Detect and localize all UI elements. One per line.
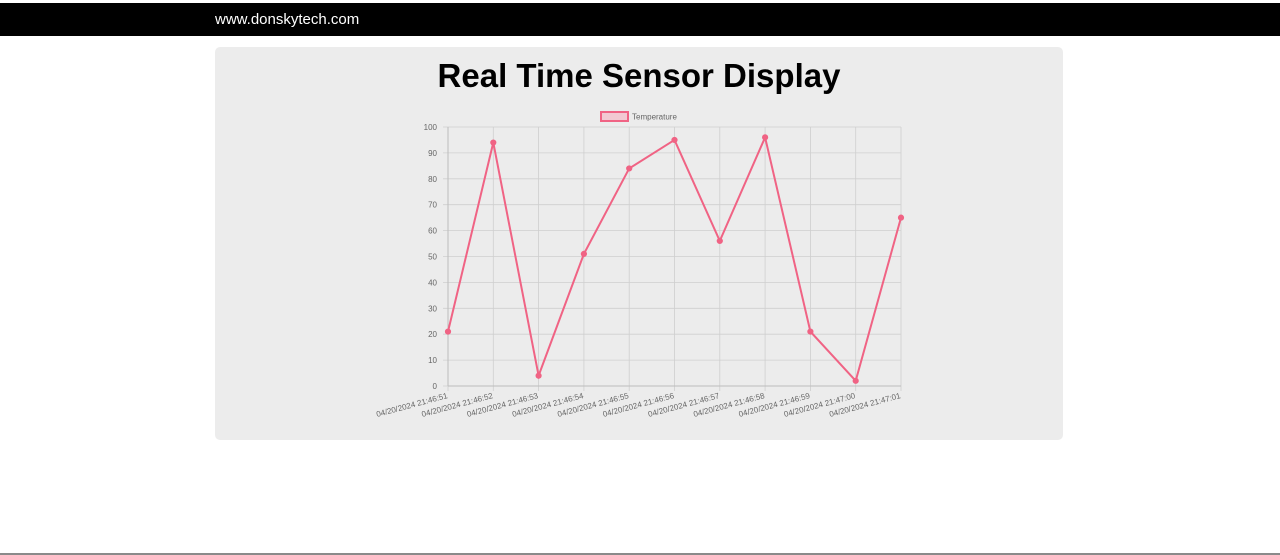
y-tick-label: 40 <box>428 278 437 287</box>
y-tick-label: 0 <box>433 382 438 391</box>
data-point[interactable] <box>897 214 905 221</box>
legend-label: Temperature <box>632 113 677 122</box>
y-tick-label: 100 <box>424 123 438 132</box>
data-point[interactable] <box>807 328 814 335</box>
y-tick-label: 90 <box>428 149 437 158</box>
data-point[interactable] <box>535 372 542 379</box>
data-point[interactable] <box>852 377 859 384</box>
data-point[interactable] <box>716 237 723 245</box>
y-tick-label: 80 <box>428 175 437 184</box>
data-point[interactable] <box>626 165 633 172</box>
top-strip <box>0 0 1280 3</box>
chart-grid <box>443 126 902 391</box>
data-point[interactable] <box>671 136 678 144</box>
y-axis-ticks: 0 10 20 30 40 50 60 70 80 90 100 <box>424 123 438 391</box>
y-tick-label: 50 <box>428 253 437 262</box>
y-tick-label: 60 <box>428 227 437 236</box>
data-point[interactable] <box>444 328 452 335</box>
page-title: Real Time Sensor Display <box>437 57 841 94</box>
y-tick-label: 20 <box>428 330 437 339</box>
chart-axes <box>447 127 901 387</box>
chart-card <box>215 47 1063 440</box>
y-tick-label: 70 <box>428 201 437 210</box>
data-point[interactable] <box>580 250 588 258</box>
y-tick-label: 10 <box>428 356 437 365</box>
legend-swatch <box>600 111 629 122</box>
data-point[interactable] <box>490 139 497 146</box>
bottom-divider <box>0 553 1280 555</box>
navbar: www.donskytech.com <box>0 3 1280 36</box>
series-temperature <box>444 134 905 384</box>
data-point[interactable] <box>762 134 769 141</box>
brand-link[interactable]: www.donskytech.com <box>215 11 360 28</box>
chart-legend[interactable]: Temperature <box>600 111 677 122</box>
y-tick-label: 30 <box>428 304 437 313</box>
